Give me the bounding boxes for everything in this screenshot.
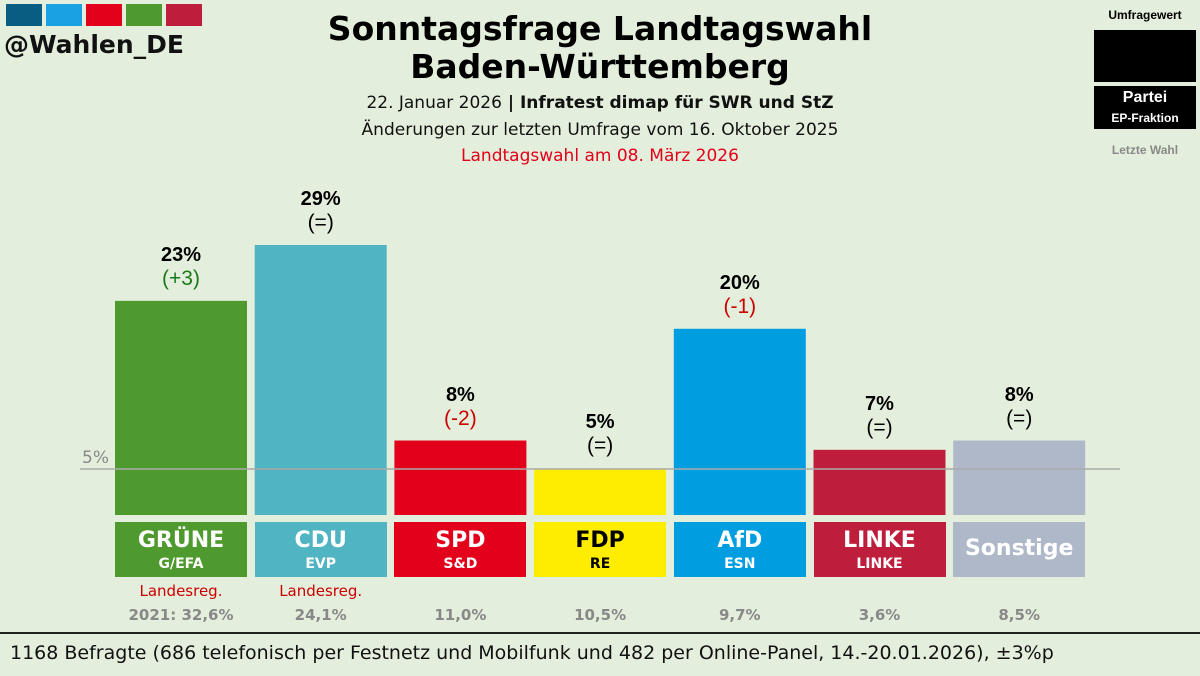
change-text: (=): [586, 434, 614, 458]
ep-group: S&D: [443, 556, 478, 572]
value-label: 5% (=): [534, 410, 666, 458]
party-name: CDU: [294, 528, 347, 553]
party-box: CDU EVP: [254, 522, 387, 577]
legend-value-label: Umfragewert: [1108, 8, 1182, 22]
legend-value-box: [1094, 30, 1196, 82]
party-name: Sonstige: [964, 536, 1074, 561]
ep-group: G/EFA: [158, 556, 204, 572]
value-text: 8%: [1004, 383, 1034, 406]
legend-party-label: Partei: [1122, 89, 1168, 106]
last-election-value: 2021: 32,6%: [128, 606, 234, 624]
government-label: Landesreg.: [279, 582, 363, 600]
party-box: LINKE LINKE: [813, 522, 946, 577]
party-name: AfD: [717, 528, 763, 553]
party-name: LINKE: [843, 528, 916, 553]
legend-group-label: EP-Fraktion: [1111, 111, 1179, 125]
footer-sample-info: 1168 Befragte (686 telefonisch per Festn…: [0, 632, 1200, 664]
last-election-value: 11,0%: [434, 606, 487, 624]
party-name: GRÜNE: [137, 528, 225, 553]
logo-square: [126, 4, 162, 26]
ep-group: ESN: [724, 556, 756, 572]
separator: |: [501, 93, 520, 113]
threshold-label: 5%: [82, 448, 109, 468]
last-election-value: 9,7%: [718, 606, 761, 624]
legend: Umfragewert Partei EP-Fraktion Letzte Wah…: [1094, 8, 1196, 157]
change-text: (=): [1006, 406, 1033, 430]
value-text: 23%: [160, 243, 202, 266]
party-box: Sonstige: [953, 522, 1086, 577]
subtitle-source: 22. Januar 2026 | Infratest dimap für SW…: [250, 93, 950, 113]
value-text: 29%: [300, 188, 341, 210]
logo-square: [46, 4, 82, 26]
value-label: 8% (=): [953, 383, 1085, 431]
last-election-value: 8,5%: [998, 606, 1040, 624]
handle: @Wahlen_DE: [4, 30, 185, 59]
ep-group: EVP: [305, 556, 337, 572]
change-text: (=): [307, 211, 334, 234]
bar-spd: [394, 440, 527, 515]
value-label: 8% (-2): [394, 383, 526, 431]
title-line-2: Baden-Württemberg: [410, 47, 790, 86]
last-election-value: 10,5%: [574, 606, 627, 624]
bar-fdp: [534, 468, 667, 515]
changes-note: Änderungen zur letzten Umfrage vom 16. O…: [361, 120, 839, 140]
value-text: 20%: [719, 271, 760, 294]
election-note: Landtagswahl am 08. März 2026: [461, 146, 739, 166]
bar-sonstige: [953, 440, 1086, 515]
party-box: GRÜNE G/EFA: [115, 522, 247, 577]
change-text: (-1): [723, 294, 757, 318]
change-text: (-2): [444, 406, 477, 430]
party-box: AfD ESN: [673, 522, 806, 577]
legend-party-box: Partei EP-Fraktion: [1094, 86, 1196, 129]
page-title: Sonntagsfrage Landtagswahl Baden-Württemb…: [250, 10, 950, 86]
government-label: Landesreg.: [139, 582, 223, 600]
party-name: SPD: [435, 528, 486, 553]
poll-date: 22. Januar 2026: [366, 93, 502, 113]
bar-afd: [673, 328, 806, 515]
logo-color-squares: [6, 4, 202, 26]
value-text: 5%: [585, 411, 615, 434]
logo-square: [6, 4, 42, 26]
ep-group: LINKE: [856, 556, 903, 572]
last-election-value: 3,6%: [858, 606, 901, 624]
ep-group: RE: [589, 556, 611, 572]
value-label: 20% (-1): [674, 271, 806, 319]
bar-linke: [813, 449, 946, 515]
party-box: FDP RE: [534, 522, 667, 577]
bar-grüne: [115, 300, 247, 515]
change-text: (+3): [162, 266, 200, 290]
institute: Infratest dimap für SWR und StZ: [519, 93, 834, 113]
change-text: (=): [866, 415, 893, 439]
value-text: 7%: [865, 392, 894, 415]
last-election-value: 24,1%: [294, 606, 347, 624]
legend-last-label: Letzte Wahl: [1111, 143, 1179, 157]
value-text: 8%: [445, 383, 475, 406]
party-box: SPD S&D: [394, 522, 527, 577]
title-line-1: Sonntagsfrage Landtagswahl: [327, 9, 873, 48]
party-name: FDP: [575, 528, 625, 553]
value-label: 23% (+3): [115, 243, 247, 291]
value-label: 29% (=): [255, 187, 387, 235]
logo-square: [86, 4, 122, 26]
logo-square: [166, 4, 202, 26]
value-label: 7% (=): [814, 392, 946, 440]
bar-cdu: [254, 245, 387, 515]
